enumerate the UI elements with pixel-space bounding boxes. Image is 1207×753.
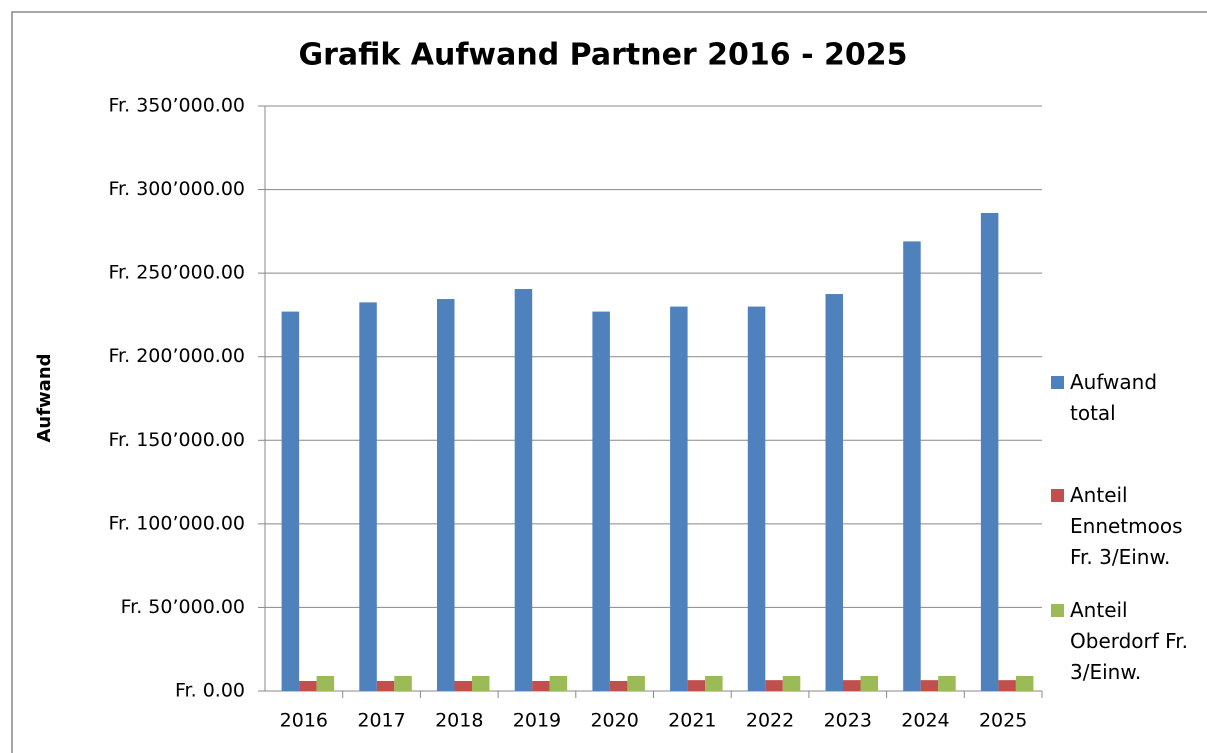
x-tick-label: 2016	[280, 710, 328, 732]
x-tick-label: 2019	[513, 710, 561, 732]
y-tick-label: Fr. 0.00	[175, 680, 245, 702]
bar	[376, 680, 395, 691]
x-tick-label: 2022	[746, 710, 794, 732]
legend-swatch	[1051, 376, 1064, 389]
bar	[549, 675, 568, 691]
bar	[903, 241, 921, 691]
bar	[687, 680, 706, 691]
x-tick-label: 2025	[979, 710, 1027, 732]
bar	[394, 675, 412, 691]
y-tick-label: Fr. 200’000.00	[109, 345, 245, 367]
y-tick-label: Fr. 350’000.00	[109, 95, 245, 117]
x-tick-label: 2023	[824, 710, 872, 732]
legend-label: Aufwand total	[1070, 370, 1158, 425]
y-tick-label: Fr. 250’000.00	[109, 262, 245, 284]
legend-swatch	[1051, 489, 1064, 502]
bar	[747, 306, 766, 691]
bar	[782, 675, 801, 691]
legend-swatch	[1051, 604, 1064, 617]
y-tick-label: Fr. 300’000.00	[109, 178, 245, 200]
bar	[860, 675, 878, 691]
bar	[514, 289, 533, 691]
x-tick-label: 2018	[435, 710, 483, 732]
x-tick-label: 2024	[901, 710, 949, 732]
bar	[920, 680, 939, 691]
bar	[938, 675, 956, 691]
bar	[843, 680, 861, 691]
bar	[705, 675, 723, 691]
x-tick-label: 2020	[590, 710, 638, 732]
y-tick-label: Fr. 100’000.00	[109, 512, 245, 534]
bar	[472, 675, 490, 691]
bar	[609, 680, 628, 691]
bar	[281, 311, 300, 691]
bar	[299, 680, 317, 691]
bar	[437, 299, 455, 691]
bar	[765, 680, 783, 691]
bar	[1015, 675, 1034, 691]
bar	[592, 311, 610, 691]
bar	[316, 675, 335, 691]
y-tick-label: Fr. 150’000.00	[109, 429, 245, 451]
bar	[980, 212, 999, 691]
bar	[627, 675, 645, 691]
y-tick-label: Fr. 50’000.00	[121, 596, 245, 618]
x-tick-label: 2017	[357, 710, 405, 732]
y-axis-label: Aufwand	[34, 353, 55, 442]
bar	[998, 680, 1016, 691]
legend-label: Anteil Oberdorf Fr. 3/Einw.	[1070, 598, 1188, 684]
bar	[532, 680, 550, 691]
chart-title: Grafik Aufwand Partner 2016 - 2025	[299, 38, 908, 73]
bar	[825, 294, 843, 691]
bar	[359, 302, 377, 691]
bar	[670, 306, 688, 691]
legend-label: Anteil Ennetmoos Fr. 3/Einw.	[1070, 483, 1183, 569]
chart-border	[11, 11, 1207, 753]
x-tick-label: 2021	[668, 710, 716, 732]
bar	[454, 680, 472, 691]
